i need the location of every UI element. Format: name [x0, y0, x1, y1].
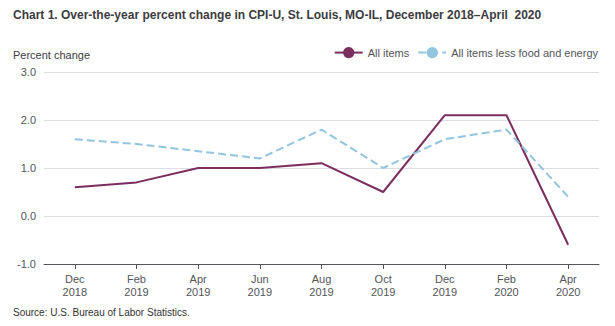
svg-text:Chart 1. Over-the-year percent: Chart 1. Over-the-year percent change in… [13, 8, 541, 22]
svg-text:Dec: Dec [65, 273, 85, 285]
svg-text:3.0: 3.0 [21, 66, 36, 78]
svg-text:Percent change: Percent change [13, 49, 90, 61]
svg-text:Dec: Dec [435, 273, 455, 285]
svg-text:All items: All items [368, 47, 410, 59]
svg-text:Source: U.S. Bureau of Labor S: Source: U.S. Bureau of Labor Statistics. [13, 307, 190, 318]
svg-text:2019: 2019 [309, 286, 333, 298]
svg-text:1.0: 1.0 [21, 162, 36, 174]
svg-text:2020: 2020 [556, 286, 580, 298]
svg-text:2019: 2019 [433, 286, 457, 298]
svg-text:Apr: Apr [560, 273, 577, 285]
svg-text:2.0: 2.0 [21, 114, 36, 126]
svg-text:Oct: Oct [375, 273, 392, 285]
svg-text:2018: 2018 [63, 286, 87, 298]
svg-text:-1.0: -1.0 [17, 258, 36, 270]
svg-text:Feb: Feb [127, 273, 146, 285]
svg-text:Aug: Aug [312, 273, 332, 285]
svg-text:0.0: 0.0 [21, 210, 36, 222]
svg-text:2019: 2019 [248, 286, 272, 298]
svg-text:2020: 2020 [494, 286, 518, 298]
svg-text:2019: 2019 [186, 286, 210, 298]
svg-text:Apr: Apr [190, 273, 207, 285]
svg-text:2019: 2019 [124, 286, 148, 298]
svg-text:Jun: Jun [251, 273, 269, 285]
svg-text:Feb: Feb [497, 273, 516, 285]
svg-text:All items less food and energy: All items less food and energy [451, 47, 598, 59]
svg-text:2019: 2019 [371, 286, 395, 298]
